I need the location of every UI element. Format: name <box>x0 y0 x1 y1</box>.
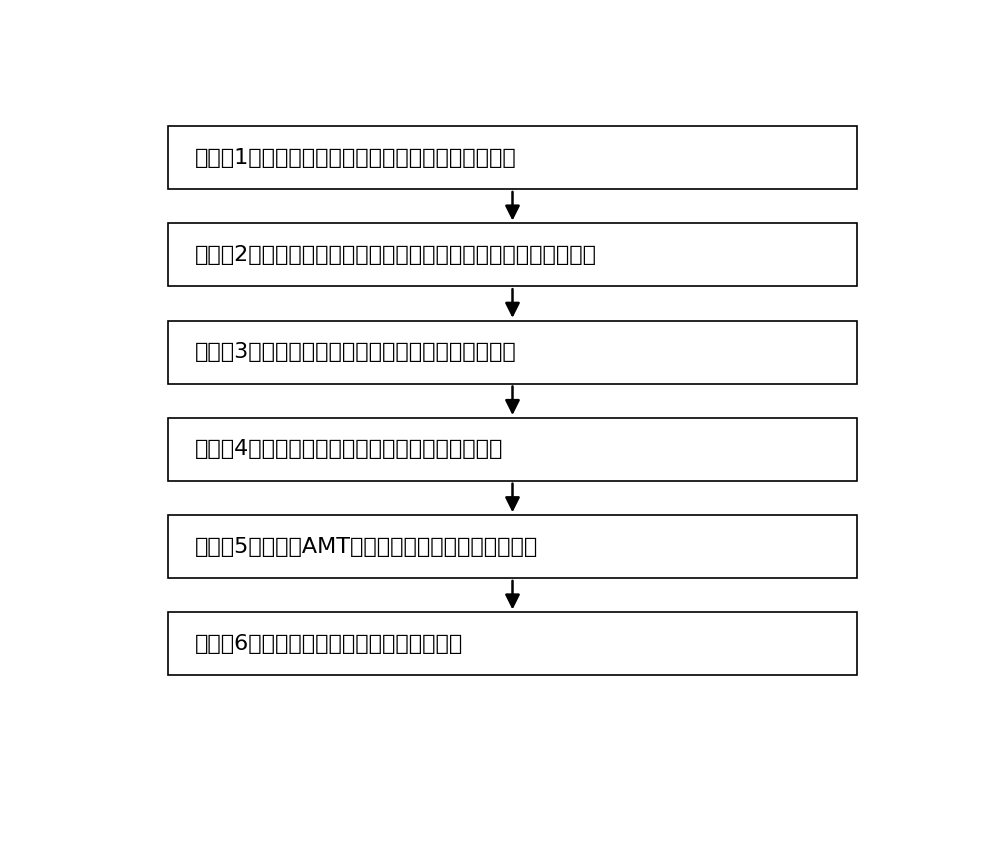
Bar <box>168 126 857 189</box>
Bar <box>168 320 857 383</box>
Text: 步骤（2）：开展铀钼赋存关系研究，确定铀钼矿体空间分布关系。: 步骤（2）：开展铀钼赋存关系研究，确定铀钼矿体空间分布关系。 <box>195 245 597 265</box>
Text: 步骤（4）：开展电法测量，明确深部钼矿化信息。: 步骤（4）：开展电法测量，明确深部钼矿化信息。 <box>195 439 503 460</box>
Text: 步骤（6）：综合分析，圈定铀钼矿床靶区。: 步骤（6）：综合分析，圈定铀钼矿床靶区。 <box>195 634 463 654</box>
Text: 步骤（1）：开展区域矿产调查，识别主要控矿因素。: 步骤（1）：开展区域矿产调查，识别主要控矿因素。 <box>195 148 516 168</box>
Text: 步骤（5）：开展AMT剖面测量，探索深部控矿信息。: 步骤（5）：开展AMT剖面测量，探索深部控矿信息。 <box>195 537 538 557</box>
Bar <box>168 418 857 481</box>
Text: 步骤（3）：开展放射性测量，明确深部铀矿化信息。: 步骤（3）：开展放射性测量，明确深部铀矿化信息。 <box>195 342 516 362</box>
Bar <box>168 515 857 578</box>
Bar <box>168 612 857 675</box>
Bar <box>168 223 857 286</box>
